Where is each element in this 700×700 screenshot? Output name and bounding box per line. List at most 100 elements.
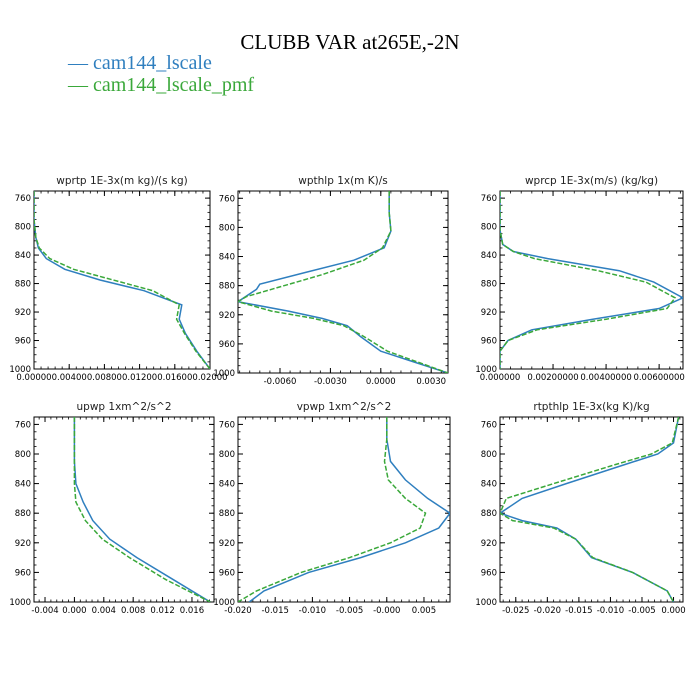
y-tick-label: 1000 [9, 598, 31, 608]
y-tick-label: 840 [15, 480, 31, 490]
y-tick-label: 960 [15, 568, 31, 578]
series-line-cam144-lscale-pmf [500, 417, 680, 602]
y-tick-label: 760 [481, 194, 497, 204]
y-tick-label: 1000 [475, 365, 497, 375]
x-tick-label: 0.008 [121, 606, 145, 616]
x-tick-label: -0.0060 [264, 377, 297, 387]
y-tick-label: 1000 [213, 369, 235, 379]
y-tick-label: 800 [481, 223, 497, 233]
x-tick-label: -0.020 [534, 606, 561, 616]
panel-title: upwp 1xm^2/s^2 [77, 401, 172, 413]
plot-frame [499, 416, 684, 603]
x-tick-label: 0.00000 [16, 373, 51, 383]
y-tick-label: 1000 [9, 365, 31, 375]
y-tick-label: 840 [481, 251, 497, 261]
y-tick-label: 760 [481, 420, 497, 430]
x-tick-label: -0.000 [373, 606, 400, 616]
y-tick-label: 760 [15, 420, 31, 430]
y-tick-label: 920 [15, 308, 31, 318]
x-tick-label: -0.010 [597, 606, 624, 616]
y-tick-label: 760 [219, 420, 235, 430]
legend-swatch: — [68, 52, 93, 74]
series-line-cam144-lscale-pmf [238, 417, 427, 602]
plot-frame [33, 416, 215, 603]
series-line-cam144-lscale [500, 417, 680, 602]
series-line-cam144-lscale [238, 191, 448, 373]
panel-2: wpthlp 1x(m K)/s 760 800 840 880 920 960 1000 -0… [213, 175, 449, 387]
y-tick-label: 840 [219, 480, 235, 490]
x-tick-label: 0.00800 [87, 373, 122, 383]
y-tick-label: 800 [15, 450, 31, 460]
y-tick-label: 880 [481, 280, 497, 290]
series-line-cam144-lscale [34, 191, 210, 369]
panel-4: upwp 1xm^2/s^2 760 800 840 880 920 960 1000-0.0… [9, 401, 215, 616]
series-line-cam144-lscale-pmf [34, 191, 210, 369]
panel-6: rtpthlp 1E-3x(kg K)/kg 760 800 840 880 920 960… [475, 401, 685, 616]
x-tick-label: 0.0000 [366, 377, 396, 387]
y-tick-label: 960 [481, 568, 497, 578]
x-tick-label: -0.005 [628, 606, 655, 616]
x-tick-label: -0.0030 [314, 377, 347, 387]
y-tick-label: 880 [15, 280, 31, 290]
x-tick-label: 0.01600 [157, 373, 192, 383]
series-line-cam144-lscale-pmf [500, 191, 677, 369]
x-tick-label: -0.015 [261, 606, 288, 616]
x-tick-label: 0.004 [92, 606, 116, 616]
y-tick-label: 800 [481, 450, 497, 460]
y-tick-label: 800 [15, 223, 31, 233]
panel-title: wprcp 1E-3x(m/s) (kg/kg) [525, 175, 658, 187]
y-tick-label: 840 [219, 253, 235, 263]
plot-frame [237, 190, 449, 374]
y-tick-label: 960 [219, 568, 235, 578]
x-tick-label: 0.000 [661, 606, 685, 616]
panel-title: rtpthlp 1E-3x(kg K)/kg [533, 401, 649, 413]
y-tick-label: 880 [219, 509, 235, 519]
x-tick-label: 0.0030 [416, 377, 446, 387]
y-tick-label: 960 [15, 337, 31, 347]
series-line-cam144-lscale-pmf [238, 191, 448, 373]
y-tick-label: 800 [219, 223, 235, 233]
x-tick-label: 0.02000 [192, 373, 227, 383]
x-tick-label: -0.025 [502, 606, 529, 616]
panel-title: vpwp 1xm^2/s^2 [297, 401, 392, 413]
x-tick-label: -0.015 [565, 606, 592, 616]
y-tick-label: 800 [219, 450, 235, 460]
x-tick-label: 0.000000 [480, 373, 521, 383]
legend-label: cam144_lscale_pmf [93, 74, 255, 96]
x-tick-label: -0.005 [336, 606, 363, 616]
y-tick-label: 920 [15, 539, 31, 549]
panel-1: wprtp 1E-3x(m kg)/(s kg) 760 800 840 880 920 9… [9, 175, 227, 383]
y-tick-label: 760 [15, 194, 31, 204]
y-tick-label: 760 [219, 194, 235, 204]
y-tick-label: 1000 [475, 598, 497, 608]
legend-item-cam144-lscale-pmf: — cam144_lscale_pmf [68, 74, 254, 97]
x-tick-label: 0.005 [412, 606, 436, 616]
plot-frame [237, 416, 451, 603]
x-tick-label: 0.012 [150, 606, 174, 616]
x-tick-label: -0.010 [299, 606, 326, 616]
legend-swatch: — [68, 74, 93, 96]
x-tick-label: 0.016 [180, 606, 204, 616]
x-tick-label: 0.000 [62, 606, 86, 616]
y-tick-label: 920 [219, 311, 235, 321]
x-tick-label: 0.00200000 [527, 373, 578, 383]
y-tick-label: 920 [219, 539, 235, 549]
y-tick-label: 920 [481, 308, 497, 318]
y-tick-label: 880 [15, 509, 31, 519]
series-line-cam144-lscale-pmf [73, 417, 211, 602]
plot-frame [33, 190, 211, 370]
figure-title: CLUBB VAR at265E,-2N [240, 30, 460, 54]
legend-item-cam144-lscale: — cam144_lscale [68, 52, 212, 75]
panel-3: wprcp 1E-3x(m/s) (kg/kg) 760 800 840 880 920 9… [475, 175, 684, 383]
plot-frame [499, 190, 684, 370]
x-tick-label: 0.00600000 [633, 373, 684, 383]
y-tick-label: 880 [219, 282, 235, 292]
x-tick-label: -0.020 [224, 606, 251, 616]
x-tick-label: 0.00400 [52, 373, 87, 383]
x-tick-label: 0.00400000 [580, 373, 631, 383]
y-tick-label: 840 [15, 251, 31, 261]
panel-5: vpwp 1xm^2/s^27608008408809209601000-0.0… [213, 401, 451, 616]
panel-title: wprtp 1E-3x(m kg)/(s kg) [56, 175, 187, 187]
series-line-cam144-lscale [73, 417, 211, 602]
